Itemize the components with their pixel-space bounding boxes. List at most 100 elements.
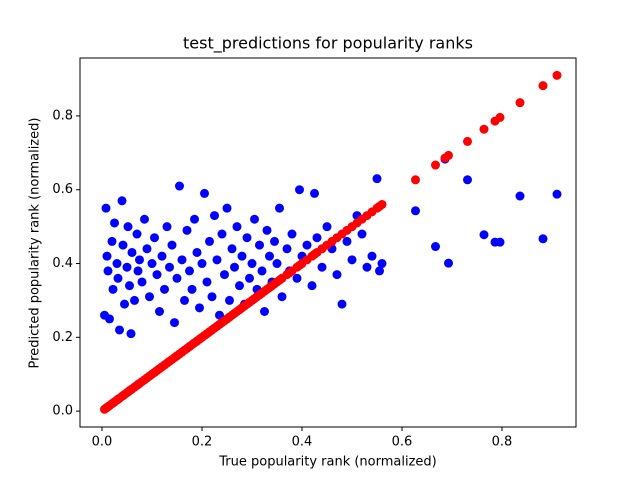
point	[495, 112, 505, 122]
point	[147, 259, 157, 269]
point	[257, 266, 267, 276]
point	[230, 262, 239, 272]
point	[552, 189, 562, 199]
point	[118, 240, 128, 250]
point	[103, 266, 113, 276]
point	[195, 303, 204, 313]
point	[165, 262, 174, 272]
point	[372, 174, 382, 184]
point	[377, 259, 387, 269]
point	[197, 259, 207, 269]
point	[137, 277, 147, 287]
point	[262, 225, 272, 235]
point	[152, 270, 162, 280]
point	[444, 258, 453, 268]
point	[200, 188, 209, 198]
point	[307, 281, 317, 291]
point	[113, 273, 123, 283]
point	[375, 266, 384, 276]
point	[160, 284, 169, 294]
x-tick-label: 0.8	[492, 435, 513, 450]
point	[190, 214, 199, 224]
point	[242, 233, 252, 243]
y-tick-label: 0.4	[52, 256, 73, 271]
point	[232, 222, 242, 232]
point	[357, 229, 367, 239]
point	[212, 255, 222, 265]
point	[126, 329, 136, 339]
point	[332, 270, 342, 280]
point	[272, 259, 282, 269]
point	[347, 255, 357, 265]
y-tick-label: 0.2	[52, 330, 73, 345]
x-tick-label: 0.6	[392, 435, 413, 450]
point	[431, 242, 440, 252]
point	[107, 236, 117, 246]
point	[538, 234, 548, 244]
point	[112, 259, 122, 269]
point	[172, 273, 182, 283]
point	[515, 98, 525, 108]
point	[192, 247, 202, 257]
point	[317, 262, 327, 272]
y-tick-label: 0.8	[52, 108, 73, 123]
point	[310, 188, 319, 198]
point	[260, 307, 269, 317]
x-tick-label: 0.4	[292, 435, 313, 450]
point	[237, 251, 247, 261]
point	[132, 229, 142, 239]
point	[515, 191, 525, 201]
point	[362, 262, 372, 272]
point	[552, 70, 562, 80]
point	[479, 124, 489, 134]
point	[210, 211, 219, 221]
point	[367, 251, 377, 261]
point	[245, 273, 254, 283]
point	[117, 196, 127, 206]
point	[463, 136, 472, 146]
point	[342, 236, 352, 246]
point	[185, 266, 194, 276]
point	[220, 270, 229, 280]
point	[175, 181, 184, 191]
point	[110, 218, 119, 228]
point	[265, 251, 274, 261]
point	[135, 255, 144, 265]
point	[302, 240, 312, 250]
point	[225, 295, 234, 305]
point	[275, 203, 284, 213]
y-tick-label: 0.0	[52, 404, 73, 419]
point	[155, 307, 164, 317]
point	[133, 266, 143, 276]
point	[167, 240, 177, 250]
point	[411, 206, 420, 216]
point	[282, 244, 292, 254]
point	[227, 244, 237, 254]
point	[411, 175, 420, 185]
x-axis-label: True popularity rank (normalized)	[218, 455, 437, 470]
point	[182, 225, 192, 235]
point	[312, 233, 322, 243]
point	[479, 230, 489, 240]
point	[130, 295, 139, 305]
point	[102, 251, 112, 261]
point	[431, 160, 440, 170]
y-axis-label: Predicted popularity rank (normalized)	[28, 118, 43, 369]
point	[150, 233, 159, 243]
point	[202, 277, 212, 287]
x-tick-label: 0.0	[92, 435, 113, 450]
y-tick-label: 0.6	[52, 182, 73, 197]
point	[277, 292, 287, 302]
point	[377, 199, 387, 209]
point	[127, 247, 137, 257]
point	[207, 292, 217, 302]
point	[463, 175, 472, 185]
plot-frame	[79, 57, 577, 428]
point	[162, 222, 172, 232]
point	[125, 281, 134, 291]
point	[123, 222, 133, 232]
point	[115, 325, 124, 335]
x-tick-label: 0.2	[192, 435, 213, 450]
point	[287, 229, 297, 239]
point	[187, 284, 197, 294]
